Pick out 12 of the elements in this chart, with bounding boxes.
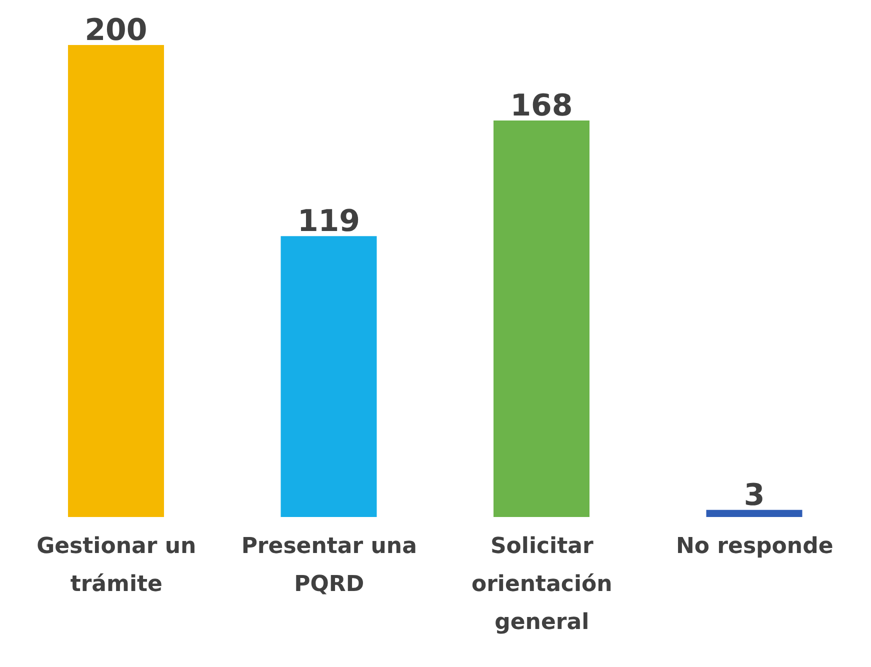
data-label: 168	[510, 88, 573, 124]
x-tick-label: No responde	[676, 534, 834, 559]
data-label: 3	[744, 478, 765, 513]
bar	[280, 236, 377, 517]
x-tick-label: Solicitar orientación general	[471, 534, 612, 635]
data-label: 119	[297, 204, 360, 240]
bar	[494, 120, 590, 517]
bar	[68, 45, 164, 517]
x-tick-label: Presentar una PQRD	[241, 534, 417, 597]
x-tick-label: Gestionar un trámite	[36, 534, 196, 597]
bar	[706, 510, 802, 517]
data-label: 200	[84, 13, 148, 48]
